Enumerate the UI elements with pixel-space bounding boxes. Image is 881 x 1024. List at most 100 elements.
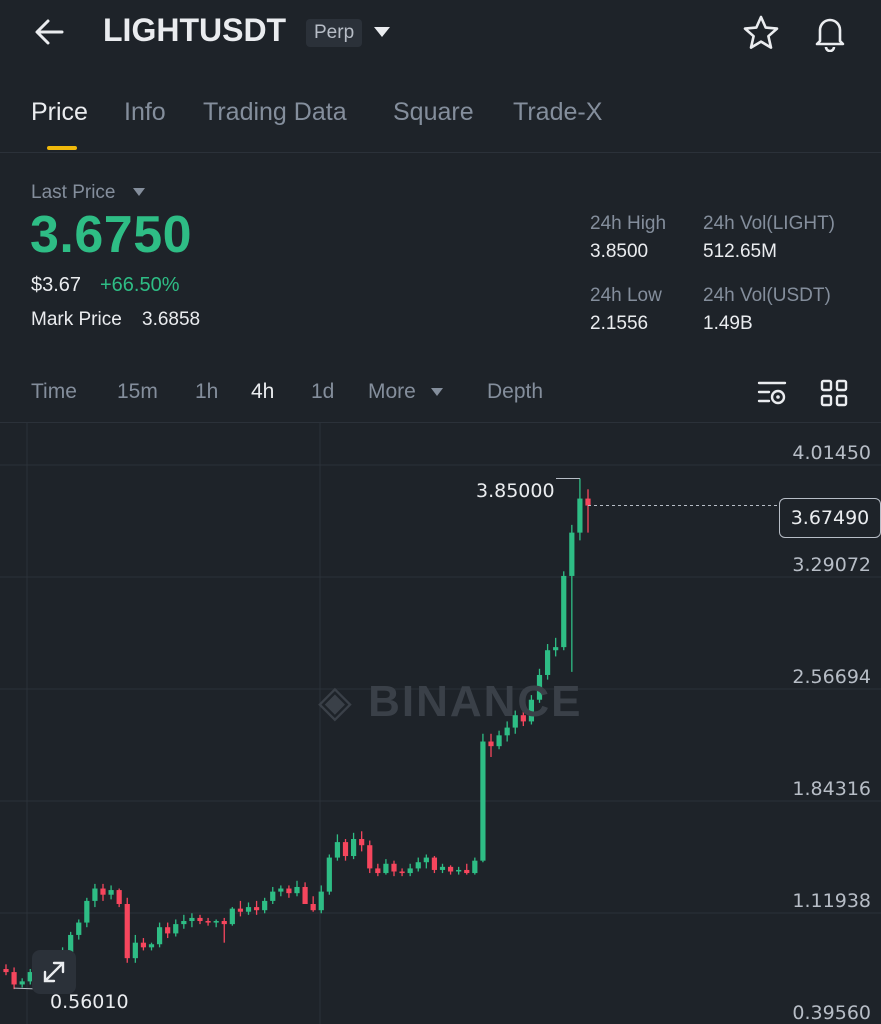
candle-body [19,981,25,985]
caret-down-icon[interactable] [132,187,146,197]
price-axis-label: 1.84316 [792,778,871,800]
candle-body [447,866,454,872]
candle-body [577,498,583,533]
active-tab-indicator [47,146,77,150]
indicator-settings-icon[interactable] [757,378,789,408]
grid-layout-icon[interactable] [819,378,849,408]
low-24h-label: 24h Low [590,285,662,306]
candle-body [173,924,179,934]
mark-price-label: Mark Price [31,309,122,330]
mark-price-value: 3.6858 [142,309,201,330]
price-change-percent: +66.50% [100,274,180,296]
candle-body [294,886,300,894]
candle-body [270,891,276,901]
candle-body [92,888,98,901]
candle-body [11,972,17,985]
current-price-label: 3.67490 [779,498,881,538]
candle-body [132,942,138,959]
candle-body [334,842,341,858]
expand-icon [43,961,65,983]
candle-body [140,942,147,948]
candle-body [318,891,324,911]
candle-body [76,922,82,935]
price-axis-label: 4.01450 [792,442,871,464]
candle-body [512,715,518,728]
interval-4h[interactable]: 4h [251,380,275,403]
interval-15m[interactable]: 15m [117,380,158,403]
candlestick-chart[interactable] [0,422,881,1024]
last-price-label[interactable]: Last Price [31,182,116,203]
caret-down-icon[interactable] [372,24,392,40]
candle-body [415,862,421,869]
perp-badge: Perp [306,19,363,47]
candle-body [342,842,349,857]
price-axis-label: 1.11938 [792,890,871,912]
price-axis-label: 0.39560 [792,1002,871,1024]
candle-body [286,888,292,894]
tab-info[interactable]: Info [124,98,166,126]
candle-body [189,917,195,922]
symbol-title[interactable]: LIGHTUSDT [103,12,287,48]
interval-more[interactable]: More [368,380,416,403]
candle-body [148,944,155,948]
candle-body [326,857,332,892]
binance-watermark: ◈ BINANCE [318,677,583,726]
interval-1h[interactable]: 1h [195,380,219,403]
candle-body [350,839,357,857]
bell-icon[interactable] [810,12,850,52]
candle-body [197,917,203,922]
candle-body [456,869,462,872]
candle-body [27,972,33,982]
candle-body [585,498,591,506]
vol-usdt-value: 1.49B [703,313,753,334]
caret-down-icon[interactable] [430,387,444,397]
candle-body [68,934,74,952]
candle-body [423,857,429,863]
candle-body [84,900,90,923]
candle-body [221,921,227,925]
candle-body [536,674,543,700]
high-marker-label: 3.85000 [476,480,555,502]
candle-body [544,650,551,675]
price-axis-label: 3.29072 [792,554,871,576]
candle-body [480,741,486,861]
candle-body [108,890,114,895]
vol-light-value: 512.65M [703,241,777,262]
candle-body [165,927,171,934]
usd-price: $3.67 [31,274,82,296]
candle-body [213,921,219,923]
candle-body [488,741,494,747]
interval-time[interactable]: Time [31,380,77,403]
candle-body [569,532,575,576]
candle-body [375,868,381,874]
candle-body [3,968,9,973]
low-24h-value: 2.1556 [590,313,649,334]
high-24h-label: 24h High [590,213,667,234]
candle-body [245,907,252,912]
tab-bar: Price Info Trading Data Square Trade-X [0,98,881,153]
expand-chart-button[interactable] [32,950,76,994]
candle-body [156,927,163,945]
candle-body [100,888,106,895]
back-arrow-icon[interactable] [32,16,68,48]
price-axis-label: 2.56694 [792,666,871,688]
candle-body [181,921,187,925]
candle-body [504,727,510,736]
interval-depth[interactable]: Depth [487,380,544,403]
tab-trade-x[interactable]: Trade-X [513,98,603,126]
candle-body [124,903,130,959]
candle-body [237,908,244,912]
candle-body [561,575,567,648]
candle-body [116,890,122,904]
candle-body [399,871,405,874]
tab-square[interactable]: Square [393,98,474,126]
tab-trading-data[interactable]: Trading Data [203,98,347,126]
interval-1d[interactable]: 1d [311,380,335,403]
candle-body [391,863,397,872]
tab-price[interactable]: Price [31,98,88,126]
candle-body [431,857,438,870]
candle-body [464,869,470,874]
star-icon[interactable] [741,13,781,53]
candle-body [496,735,502,747]
candle-body [262,900,268,911]
